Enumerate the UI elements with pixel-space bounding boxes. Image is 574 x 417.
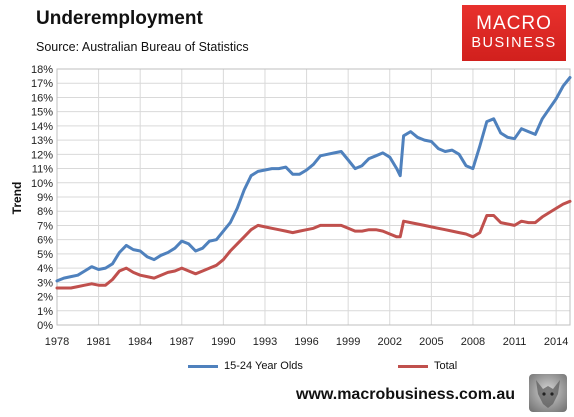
y-tick-label: 11%: [32, 164, 53, 176]
legend-swatch-total: [398, 364, 428, 368]
x-tick-label: 1978: [45, 336, 69, 348]
x-tick-label: 1987: [170, 336, 194, 348]
x-tick-label: 2014: [544, 336, 568, 348]
y-tick-label: 2%: [37, 292, 53, 304]
plot-area-frame: [56, 68, 571, 326]
y-tick-label: 17%: [31, 78, 53, 90]
x-tick-label: 1984: [128, 336, 152, 348]
chart-title: Underemployment: [36, 8, 203, 29]
x-tick-label: 1999: [336, 336, 360, 348]
legend-item-youth: 15-24 Year Olds: [188, 360, 303, 372]
y-tick-label: 6%: [37, 235, 53, 247]
series-line-youth: [55, 76, 572, 283]
logo-line-1: MACRO: [476, 13, 552, 34]
y-tick-label: 8%: [37, 206, 53, 218]
x-tick-label: 1990: [211, 336, 235, 348]
y-tick-label: 15%: [31, 107, 53, 119]
x-tick-label: 2005: [419, 336, 443, 348]
x-tick-label: 1996: [294, 336, 318, 348]
x-tick-label: 2011: [503, 336, 527, 348]
chart-subtitle: Source: Australian Bureau of Statistics: [36, 40, 249, 54]
y-tick-label: 9%: [37, 192, 53, 204]
x-tick-label: 1981: [86, 336, 110, 348]
y-tick-label: 10%: [31, 178, 53, 190]
y-tick-label: 0%: [37, 320, 53, 332]
series-line-total: [55, 199, 572, 290]
legend-swatch-youth: [188, 364, 218, 368]
x-tick-label: 1993: [253, 336, 277, 348]
footer-url: www.macrobusiness.com.au: [296, 386, 516, 403]
y-tick-label: 3%: [37, 277, 53, 289]
macrobusiness-logo: MACRO BUSINESS: [462, 5, 566, 61]
wolf-logo-icon: [529, 374, 567, 412]
legend-label-youth: 15-24 Year Olds: [224, 360, 303, 372]
legend-item-total: Total: [398, 360, 457, 372]
logo-line-2: BUSINESS: [471, 35, 557, 51]
y-tick-label: 7%: [37, 220, 53, 232]
y-tick-label: 5%: [37, 249, 53, 261]
y-tick-label: 18%: [31, 64, 53, 76]
y-tick-label: 13%: [31, 135, 53, 147]
y-tick-label: 4%: [37, 263, 53, 275]
x-tick-label: 2008: [461, 336, 485, 348]
y-tick-label: 16%: [31, 92, 53, 104]
x-tick-label: 2002: [378, 336, 402, 348]
legend-label-total: Total: [434, 360, 458, 372]
y-tick-label: 14%: [31, 121, 53, 133]
y-tick-label: 1%: [37, 306, 53, 318]
y-tick-label: 12%: [31, 149, 53, 161]
